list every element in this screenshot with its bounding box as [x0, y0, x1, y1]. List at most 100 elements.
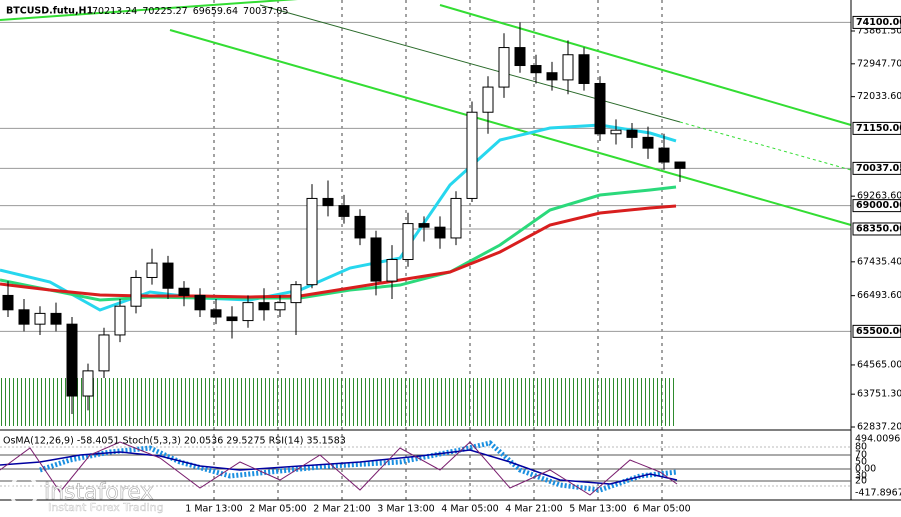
- candle-body: [578, 54, 590, 84]
- indicator-tick-label: 50: [855, 457, 867, 468]
- candle-body: [210, 309, 222, 318]
- levels: [0, 21, 851, 332]
- trend-line: [0, 0, 298, 21]
- level-label: 68350.00: [856, 223, 901, 234]
- level-box: [852, 199, 901, 213]
- volume: [0, 378, 677, 426]
- candle-body: [98, 334, 110, 372]
- ohlc-value: 70225.27: [142, 6, 187, 17]
- level-box: [852, 161, 901, 175]
- trend-line: [169, 29, 852, 226]
- candle-body: [258, 302, 270, 311]
- moving-average: [0, 204, 677, 299]
- candle-body: [658, 147, 670, 163]
- brand-sub: Instant Forex Trading: [48, 501, 164, 514]
- ohlc-header: 70213.24 70225.27 69659.64 70037.05: [92, 6, 288, 17]
- candle-body: [226, 316, 238, 322]
- x-tick-label: 2 Mar 05:00: [249, 504, 306, 515]
- candle-body: [450, 197, 462, 239]
- y-tick-label: 72947.70: [857, 58, 901, 69]
- indicator-tick-label: 494.0096: [855, 434, 900, 445]
- y-tick-label: 67435.40: [857, 256, 901, 267]
- level-label: 70037.05: [856, 163, 901, 174]
- y-tick-label: 72033.60: [857, 91, 901, 102]
- candle-body: [322, 197, 334, 207]
- y-tick-label: 73861.50: [857, 25, 901, 36]
- level-box: [852, 15, 901, 29]
- indicator-tick-label: 0.00: [855, 464, 876, 475]
- candle-body: [162, 262, 174, 289]
- candle-body: [50, 312, 62, 325]
- candle-body: [370, 237, 382, 282]
- candle-body: [66, 323, 78, 397]
- x-tick-label: 6 Mar 05:00: [633, 504, 690, 515]
- y-tick-label: 62837.20: [857, 422, 901, 433]
- plot: [0, 22, 686, 414]
- candle-body: [82, 370, 94, 397]
- candle-body: [178, 287, 190, 296]
- y-tick-label: 66493.60: [857, 290, 901, 301]
- brand: instaforex: [44, 480, 154, 505]
- candle-body: [306, 197, 318, 286]
- x-tick-label: 3 Mar 13:00: [377, 504, 434, 515]
- x-tick-label: 2 Mar 21:00: [313, 504, 370, 515]
- y-tick-label: 69263.60: [857, 191, 901, 202]
- candle-body: [626, 129, 638, 138]
- y-tick-label: 63751.30: [857, 389, 901, 400]
- indicator-label: OsMA(12,26,9) -58.4051 Stoch(5,3,3) 20.0…: [3, 436, 346, 447]
- candle-body: [642, 136, 654, 149]
- level-box: [852, 222, 901, 236]
- candle-body: [354, 215, 366, 239]
- trend-line: [439, 4, 852, 126]
- candle-body: [418, 223, 430, 228]
- indicator-tick-label: 20: [855, 476, 867, 487]
- candle-body: [530, 65, 542, 74]
- candle-body: [194, 294, 206, 311]
- candle-body: [242, 302, 254, 322]
- indicator-window: [0, 440, 851, 496]
- candle-body: [114, 305, 126, 336]
- trend-line: [259, 4, 681, 123]
- x-tick-label: 5 Mar 13:00: [569, 504, 626, 515]
- candle-body: [146, 262, 158, 278]
- level-label: 69000.00: [856, 200, 901, 211]
- candle-body: [34, 312, 46, 325]
- candle-body: [482, 86, 494, 113]
- level-box: [852, 121, 901, 135]
- x-tick-label: 4 Mar 21:00: [505, 504, 562, 515]
- candle-body: [338, 205, 350, 217]
- logo: instaforex Instant Forex Trading: [8, 475, 164, 514]
- candle-body: [18, 309, 30, 325]
- ohlc-value: 70037.05: [243, 6, 288, 17]
- level-label: 74100.00: [856, 17, 901, 28]
- candle-body: [674, 161, 686, 169]
- ohlc-value: 70213.24: [92, 6, 137, 17]
- candle-body: [386, 259, 398, 282]
- candle-body: [274, 302, 286, 311]
- candle-body: [594, 82, 606, 135]
- candle-body: [402, 223, 414, 261]
- candle-body: [130, 276, 142, 307]
- candle-body: [498, 47, 510, 88]
- x-tick-label: 1 Mar 13:00: [185, 504, 242, 515]
- candle-body: [562, 54, 574, 81]
- candle-body: [514, 47, 526, 67]
- ohlc-value: 69659.64: [193, 6, 238, 17]
- x-tick-label: 4 Mar 05:00: [441, 504, 498, 515]
- moving-average: [0, 123, 677, 312]
- level-label: 71150.00: [856, 123, 901, 134]
- indicator-tick-label: 30: [855, 471, 867, 482]
- grid: [213, 0, 855, 500]
- candle-body: [434, 226, 446, 239]
- symbol-title: BTCUSD.futu,H1: [6, 6, 93, 17]
- level-label: 65500.00: [856, 326, 901, 337]
- indicator-tick-label: 70: [855, 450, 867, 461]
- indicator-tick-label: -417.8967: [855, 488, 901, 499]
- y-tick-label: 64565.00: [857, 359, 901, 370]
- level-box: [852, 324, 901, 338]
- candle-body: [546, 72, 558, 81]
- indicator-tick-label: 80: [855, 442, 867, 453]
